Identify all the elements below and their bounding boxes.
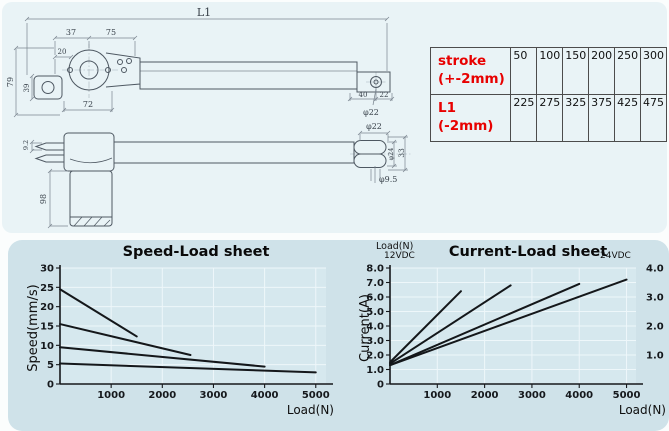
voltage-24vdc-label: 24VDC	[600, 251, 631, 261]
stroke-value: 150	[562, 47, 590, 95]
dim-label-22: 22	[380, 91, 389, 99]
dim-label-phi24: φ24	[387, 148, 395, 161]
stroke-label-line1: stroke	[438, 53, 487, 70]
drawing-panel: L1 37 75 20 79 39 72 40 22 φ22 9.2 98 φ2…	[2, 2, 667, 233]
dim-label-l1: L1	[197, 6, 211, 19]
l1-value: 325	[562, 94, 590, 142]
current-load-chart-title: Current-Load sheet	[448, 244, 608, 260]
svg-text:5: 5	[47, 360, 54, 371]
stroke-table: stroke (+-2mm) 50 100 150 200 250 300 L1…	[429, 47, 667, 142]
svg-text:3000: 3000	[200, 390, 228, 401]
dim-label-20: 20	[58, 48, 67, 56]
svg-text:0: 0	[47, 380, 54, 391]
svg-text:5000: 5000	[302, 390, 330, 401]
svg-text:4000: 4000	[251, 390, 279, 401]
dim-label-98: 98	[39, 194, 48, 204]
svg-text:20: 20	[40, 302, 54, 313]
svg-text:0: 0	[377, 380, 384, 391]
svg-text:3.0: 3.0	[646, 293, 664, 304]
table-row-stroke: stroke (+-2mm) 50 100 150 200 250 300	[429, 47, 667, 95]
l1-label-line1: L1 (-2mm)	[438, 100, 494, 134]
dimension-labels: L1 37 75 20 79 39 72 40 22 φ22 9.2 98 φ2…	[6, 6, 406, 204]
svg-text:5.0: 5.0	[366, 307, 384, 318]
stroke-value: 300	[640, 47, 667, 95]
svg-text:1000: 1000	[97, 390, 125, 401]
dimension-lines	[13, 16, 408, 229]
l1-value: 275	[536, 94, 564, 142]
svg-text:15: 15	[40, 322, 54, 333]
svg-text:3.0: 3.0	[366, 336, 384, 347]
svg-text:4000: 4000	[565, 390, 593, 401]
l1-row-label: L1 (-2mm)	[429, 94, 512, 142]
stroke-value: 250	[614, 47, 641, 95]
load-axis-label: Load(N)	[286, 403, 334, 417]
dim-label-39: 39	[23, 84, 31, 93]
charts-panel: Speed-Load sheet Speed(mm/s) 0 5 10 15 20 25 3…	[8, 240, 669, 431]
load-axis-label: Load(N)	[618, 403, 666, 417]
svg-text:5000: 5000	[613, 390, 641, 401]
current-load-chart: Current-Load sheet Load(N) 12VDC 24VDC C…	[354, 241, 669, 428]
speed-load-plot: 0 5 10 15 20 25 30 1000 2000 3000 4000 5000	[40, 264, 333, 401]
l1-value: 225	[510, 94, 538, 142]
svg-text:3000: 3000	[518, 390, 546, 401]
svg-text:10: 10	[40, 341, 54, 352]
svg-text:25: 25	[40, 283, 54, 294]
dim-label-phi22-side: φ22	[366, 122, 382, 131]
corner-load-label: Load(N)	[376, 241, 414, 252]
svg-text:8.0: 8.0	[366, 264, 384, 275]
svg-text:1.0: 1.0	[366, 365, 384, 376]
dim-label-72: 72	[83, 100, 93, 109]
speed-load-chart: Speed-Load sheet Speed(mm/s) 0 5 10 15 20 25 3…	[22, 242, 338, 428]
table-row-l1: L1 (-2mm) 225 275 325 375 425 475	[429, 94, 667, 142]
dim-label-75: 75	[106, 28, 116, 37]
svg-text:7.0: 7.0	[366, 278, 384, 289]
svg-text:30: 30	[40, 264, 54, 275]
stroke-value: 200	[588, 47, 616, 95]
svg-text:6.0: 6.0	[366, 293, 384, 304]
dim-label-37: 37	[66, 28, 76, 37]
svg-text:2000: 2000	[471, 390, 499, 401]
speed-load-chart-title: Speed-Load sheet	[122, 244, 270, 260]
current-load-plot: 0 1.0 2.0 3.0 4.0 5.0 6.0 7.0 8.0 1000 2000 3000 400…	[366, 264, 664, 402]
voltage-12vdc-label: 12VDC	[384, 251, 415, 261]
stroke-row-label: stroke (+-2mm)	[429, 47, 512, 95]
dim-label-40: 40	[359, 91, 368, 99]
actuator-technical-drawing: L1 37 75 20 79 39 72 40 22 φ22 9.2 98 φ2…	[6, 6, 412, 229]
stroke-value: 50	[510, 47, 538, 95]
dim-label-33: 33	[397, 148, 406, 158]
side-view-outline	[34, 132, 387, 227]
svg-text:4.0: 4.0	[646, 264, 664, 275]
svg-text:2.0: 2.0	[646, 322, 664, 333]
l1-value: 425	[614, 94, 641, 142]
dim-label-9-2: 9.2	[22, 140, 30, 150]
l1-value: 375	[588, 94, 616, 142]
svg-text:2.0: 2.0	[366, 351, 384, 362]
svg-text:1000: 1000	[423, 390, 451, 401]
stroke-value: 100	[536, 47, 564, 95]
dim-label-79: 79	[6, 77, 15, 87]
dim-label-phi22-top: φ22	[363, 108, 379, 117]
svg-text:2000: 2000	[148, 390, 176, 401]
svg-text:4.0: 4.0	[366, 322, 384, 333]
l1-value: 475	[640, 94, 667, 142]
svg-text:1.0: 1.0	[646, 351, 664, 362]
stroke-label-line2: (+-2mm)	[438, 71, 505, 87]
top-view-outline	[33, 49, 391, 100]
dim-label-phi9-5: φ9.5	[379, 175, 397, 184]
